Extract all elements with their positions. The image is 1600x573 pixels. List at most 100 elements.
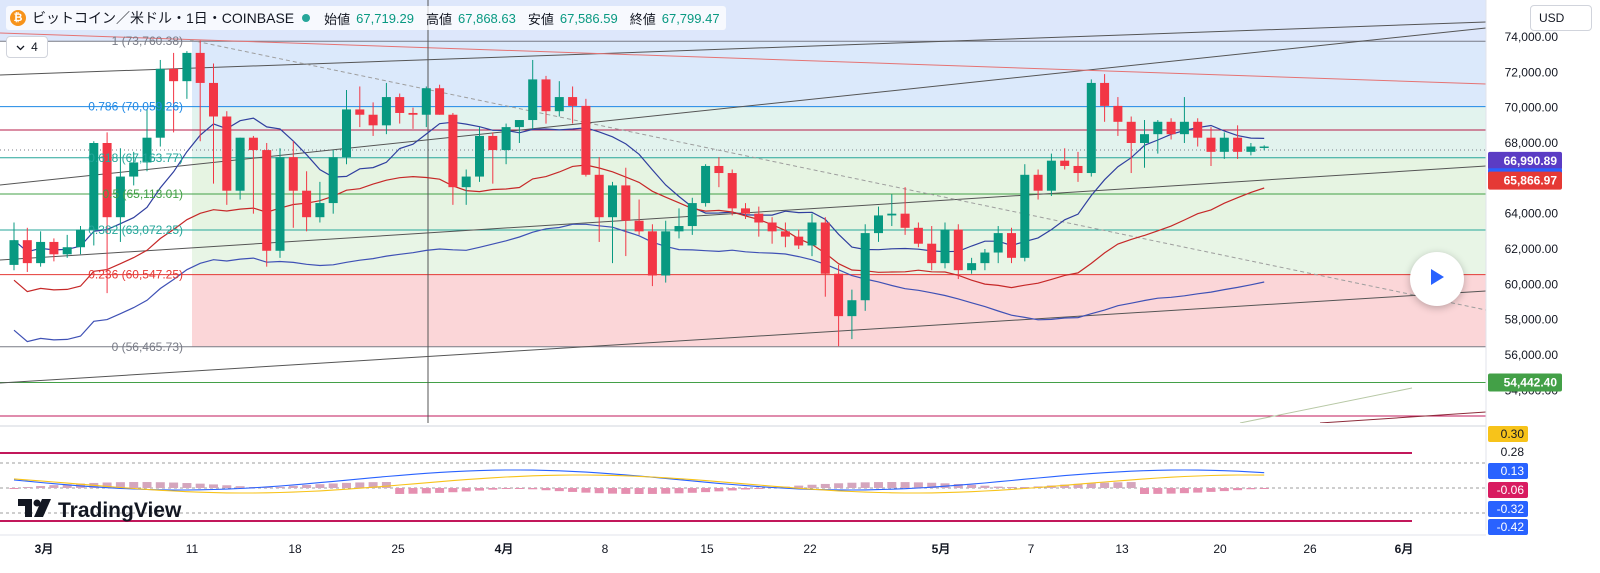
osc-tick-label: 0.30 bbox=[1501, 427, 1525, 441]
osc-histogram-bar bbox=[1246, 488, 1256, 490]
price-tick-label: 60,000.00 bbox=[1505, 277, 1559, 291]
osc-histogram-bar bbox=[209, 484, 218, 488]
candle-body bbox=[262, 150, 272, 251]
candle-body bbox=[1259, 146, 1269, 148]
close-value: 67,799.47 bbox=[661, 10, 720, 26]
candle-body bbox=[887, 213, 897, 216]
osc-histogram-bar bbox=[874, 482, 883, 488]
osc-histogram-bar bbox=[49, 485, 59, 488]
time-tick-label: 5月 bbox=[932, 542, 951, 556]
osc-main-line bbox=[13, 474, 1265, 494]
candle-body bbox=[554, 97, 564, 112]
osc-histogram-bar bbox=[1219, 488, 1229, 492]
candle-body bbox=[408, 112, 418, 115]
high-value: 67,868.63 bbox=[458, 10, 516, 26]
symbol-header: ₿ ビットコイン／米ドル・1日・COINBASE 始値 67,719.29 高値 6… bbox=[6, 6, 726, 30]
channel-mid-line bbox=[0, 27, 1486, 186]
osc-histogram-bar bbox=[381, 482, 391, 488]
candle-body bbox=[1100, 82, 1110, 106]
price-tag-label: 54,442.40 bbox=[1504, 376, 1558, 390]
red-trend-line bbox=[0, 32, 1486, 85]
price-tag-label: 65,866.97 bbox=[1504, 174, 1558, 188]
osc-histogram-bar bbox=[1113, 482, 1123, 488]
osc-histogram-bar bbox=[1166, 488, 1176, 494]
price-tick-label: 72,000.00 bbox=[1505, 65, 1559, 79]
candle-body bbox=[1060, 160, 1070, 166]
osc-histogram-bar bbox=[1020, 487, 1030, 488]
candle-body bbox=[49, 241, 59, 255]
osc-histogram-bar bbox=[860, 482, 870, 488]
oscillator-axis: 0.30 0.28 0.13 -0.06 -0.32 -0.42 bbox=[1488, 426, 1528, 535]
candle-body bbox=[647, 231, 657, 276]
candle-body bbox=[222, 116, 232, 191]
osc-tick-label: 0.28 bbox=[1501, 445, 1525, 459]
osc-histogram-bar bbox=[674, 488, 684, 494]
osc-histogram-bar bbox=[36, 486, 46, 488]
channel-bottom-line bbox=[0, 290, 1486, 384]
low-label: 安値 bbox=[527, 11, 554, 27]
candle-body bbox=[1219, 137, 1229, 152]
price-tick-label: 68,000.00 bbox=[1505, 136, 1559, 150]
tradingview-logo[interactable]: TradingView bbox=[18, 499, 181, 523]
osc-histogram-bar bbox=[594, 488, 604, 494]
time-tick-label: 15 bbox=[700, 542, 714, 556]
indicators-toggle-button[interactable]: 4 bbox=[6, 36, 48, 58]
play-button[interactable] bbox=[1410, 252, 1464, 306]
osc-histogram-bar bbox=[182, 483, 192, 488]
osc-histogram-bar bbox=[315, 484, 325, 488]
osc-histogram-bar bbox=[142, 482, 152, 488]
osc-histogram-bar bbox=[1193, 488, 1203, 493]
osc-histogram-bar bbox=[1126, 482, 1136, 488]
price-tag bbox=[1488, 151, 1562, 170]
candle-body bbox=[448, 114, 458, 188]
candle-body bbox=[342, 109, 351, 158]
candle-body bbox=[9, 240, 19, 265]
osc-histogram-bar bbox=[1140, 488, 1149, 494]
osc-histogram-bar bbox=[1007, 487, 1016, 488]
candle-body bbox=[368, 114, 378, 126]
osc-histogram-bar bbox=[1073, 483, 1083, 488]
osc-histogram-bar bbox=[701, 488, 711, 493]
fib-level-label: 0.618 (67,163.77) bbox=[88, 151, 183, 165]
osc-histogram-bar bbox=[953, 483, 963, 488]
price-tick-label: 70,000.00 bbox=[1505, 101, 1559, 115]
candle-body bbox=[195, 52, 205, 83]
candle-body bbox=[900, 213, 910, 228]
osc-tag bbox=[1488, 482, 1528, 498]
candle-body bbox=[634, 220, 644, 232]
candle-body bbox=[834, 273, 844, 317]
price-tick-label: 62,000.00 bbox=[1505, 242, 1559, 256]
candle-body bbox=[674, 226, 684, 232]
fib-level-label: 0 (56,465.73) bbox=[112, 340, 183, 354]
candle-body bbox=[36, 241, 46, 264]
osc-histogram-bar bbox=[514, 488, 524, 489]
candle-body bbox=[76, 229, 85, 248]
oscillator-pane bbox=[0, 425, 1486, 522]
osc-tag bbox=[1488, 501, 1528, 517]
candle-body bbox=[1153, 121, 1163, 135]
osc-tick-label: 0.13 bbox=[1501, 464, 1525, 478]
osc-histogram-bar bbox=[435, 488, 445, 493]
osc-histogram-bar bbox=[541, 488, 551, 491]
symbol-title[interactable]: ビットコイン／米ドル・1日・COINBASE bbox=[32, 10, 295, 26]
time-tick-label: 7 bbox=[1028, 542, 1035, 556]
fibonacci-retracement bbox=[0, 0, 1486, 348]
osc-tick-label: -0.32 bbox=[1497, 502, 1525, 516]
osc-histogram-bar bbox=[993, 486, 1003, 488]
osc-histogram-bar bbox=[608, 488, 617, 494]
candle-body bbox=[182, 52, 192, 82]
currency-button[interactable]: USD bbox=[1530, 5, 1592, 31]
time-tick-label: 20 bbox=[1213, 542, 1227, 556]
osc-histogram-bar bbox=[342, 482, 351, 488]
time-tick-label: 3月 bbox=[35, 542, 54, 556]
candle-body bbox=[687, 203, 697, 227]
time-axis[interactable]: 3月 11 18 25 4月 8 15 22 5月 7 13 20 26 6月 bbox=[0, 534, 1486, 556]
candle-body bbox=[155, 68, 165, 138]
osc-histogram-bar bbox=[687, 488, 697, 493]
candle-body bbox=[1140, 134, 1149, 143]
osc-histogram-bar bbox=[302, 484, 312, 488]
osc-histogram-bar bbox=[222, 485, 232, 488]
candlesticks bbox=[9, 40, 1269, 347]
candle-body bbox=[874, 215, 883, 234]
